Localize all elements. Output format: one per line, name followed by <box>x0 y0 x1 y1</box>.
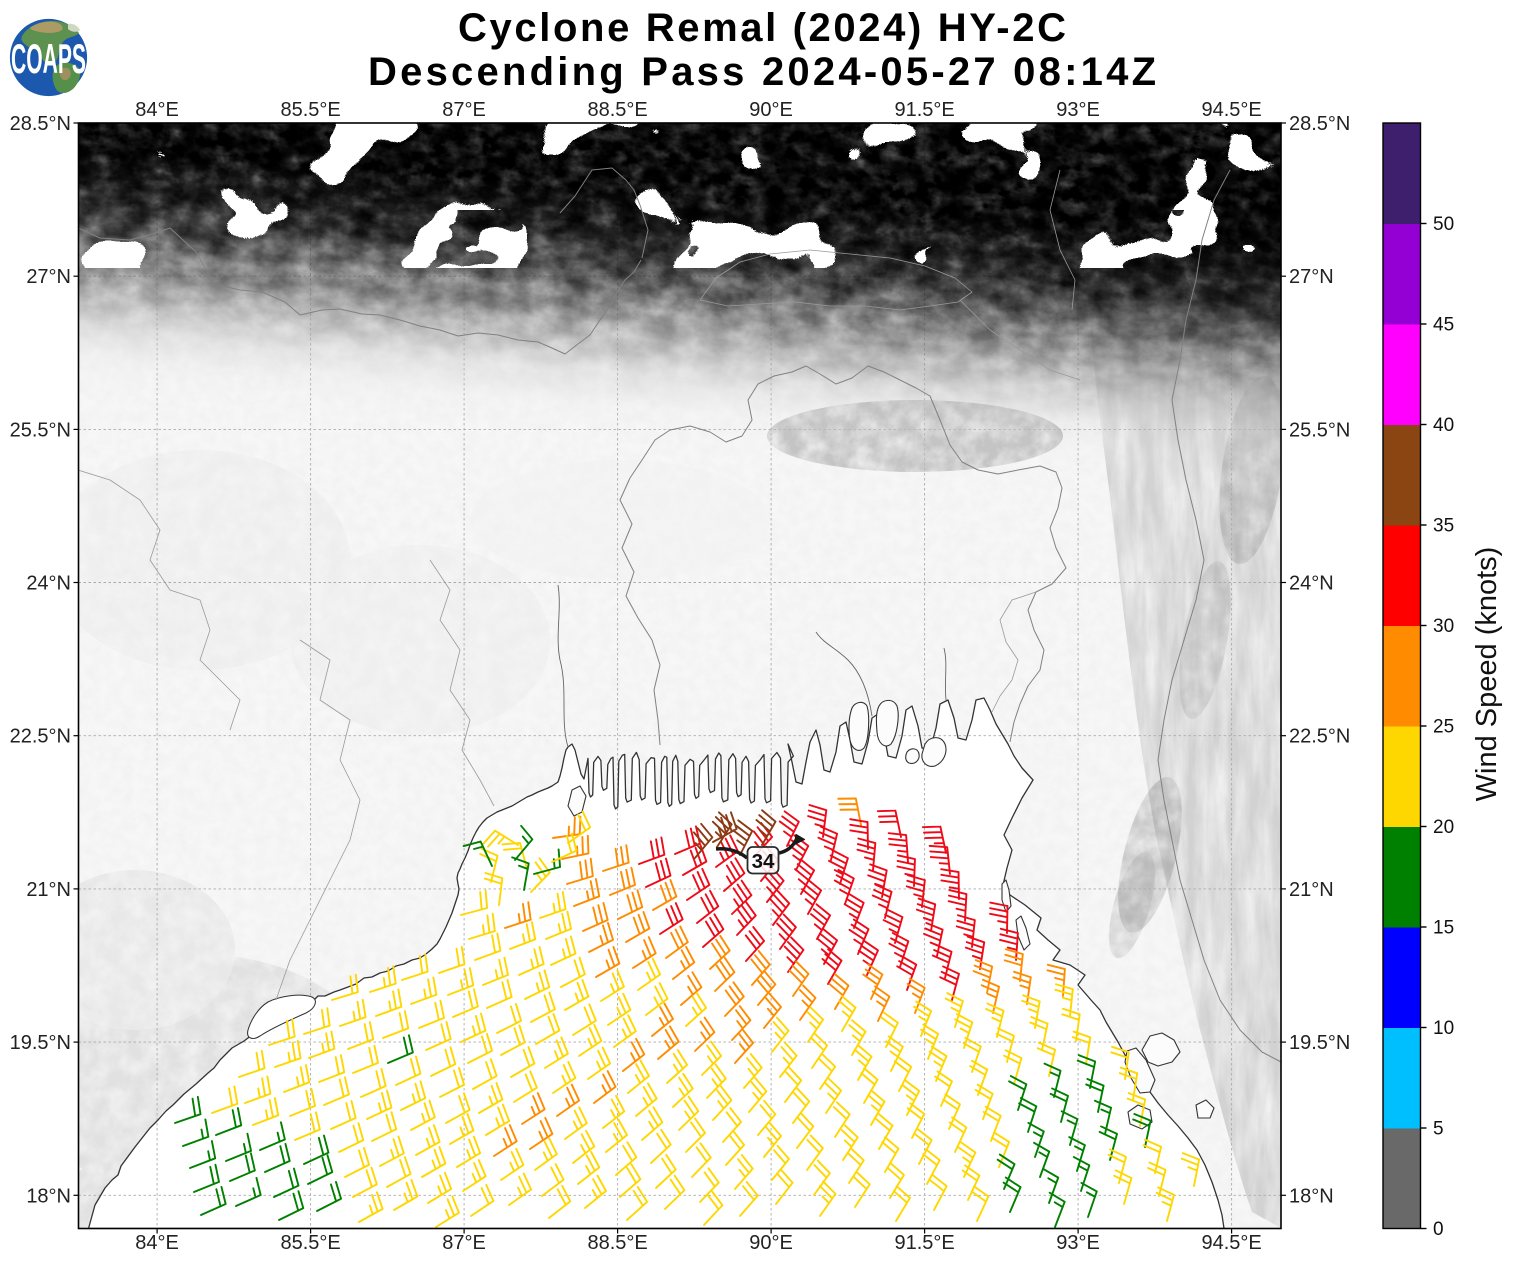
svg-text:Descending Pass 2024-05-27 08:: Descending Pass 2024-05-27 08:14Z <box>368 50 1156 94</box>
svg-text:27°N: 27°N <box>1289 266 1334 288</box>
svg-text:30: 30 <box>1433 616 1454 637</box>
svg-text:5: 5 <box>1433 1119 1444 1140</box>
svg-text:27°N: 27°N <box>26 266 71 288</box>
svg-text:28.5°N: 28.5°N <box>10 113 71 135</box>
svg-text:94.5°E: 94.5°E <box>1201 1232 1261 1254</box>
svg-text:19.5°N: 19.5°N <box>1289 1032 1350 1054</box>
svg-text:21°N: 21°N <box>1289 879 1334 901</box>
svg-text:87°E: 87°E <box>442 99 486 121</box>
svg-text:21°N: 21°N <box>26 879 71 901</box>
svg-text:22.5°N: 22.5°N <box>1289 726 1350 748</box>
svg-text:93°E: 93°E <box>1056 1232 1100 1254</box>
svg-text:84°E: 84°E <box>135 1232 179 1254</box>
svg-text:94.5°E: 94.5°E <box>1201 99 1261 121</box>
svg-text:90°E: 90°E <box>749 1232 793 1254</box>
svg-text:10: 10 <box>1433 1018 1454 1039</box>
svg-text:Cyclone Remal (2024) HY-2C: Cyclone Remal (2024) HY-2C <box>458 6 1066 50</box>
svg-text:91.5°E: 91.5°E <box>894 1232 954 1254</box>
svg-text:84°E: 84°E <box>135 99 179 121</box>
svg-text:Wind Speed (knots): Wind Speed (knots) <box>1471 547 1503 802</box>
svg-text:22.5°N: 22.5°N <box>10 726 71 748</box>
svg-text:28.5°N: 28.5°N <box>1289 113 1350 135</box>
svg-text:34: 34 <box>752 850 775 873</box>
svg-text:18°N: 18°N <box>26 1185 71 1207</box>
svg-text:25.5°N: 25.5°N <box>10 419 71 441</box>
svg-text:87°E: 87°E <box>442 1232 486 1254</box>
svg-text:20: 20 <box>1433 817 1454 838</box>
svg-text:88.5°E: 88.5°E <box>587 99 647 121</box>
svg-text:COAPS: COAPS <box>11 35 86 82</box>
svg-text:91.5°E: 91.5°E <box>894 99 954 121</box>
svg-text:19.5°N: 19.5°N <box>10 1032 71 1054</box>
svg-text:24°N: 24°N <box>1289 573 1334 595</box>
svg-text:40: 40 <box>1433 415 1454 436</box>
svg-text:88.5°E: 88.5°E <box>587 1232 647 1254</box>
svg-text:50: 50 <box>1433 214 1454 235</box>
svg-text:45: 45 <box>1433 315 1454 336</box>
svg-text:85.5°E: 85.5°E <box>280 1232 340 1254</box>
svg-text:18°N: 18°N <box>1289 1185 1334 1207</box>
svg-text:0: 0 <box>1433 1219 1444 1240</box>
svg-text:85.5°E: 85.5°E <box>280 99 340 121</box>
svg-text:15: 15 <box>1433 918 1454 939</box>
svg-text:35: 35 <box>1433 516 1454 537</box>
svg-text:93°E: 93°E <box>1056 99 1100 121</box>
svg-text:90°E: 90°E <box>749 99 793 121</box>
svg-text:25: 25 <box>1433 717 1454 738</box>
svg-text:25.5°N: 25.5°N <box>1289 419 1350 441</box>
svg-text:24°N: 24°N <box>26 573 71 595</box>
